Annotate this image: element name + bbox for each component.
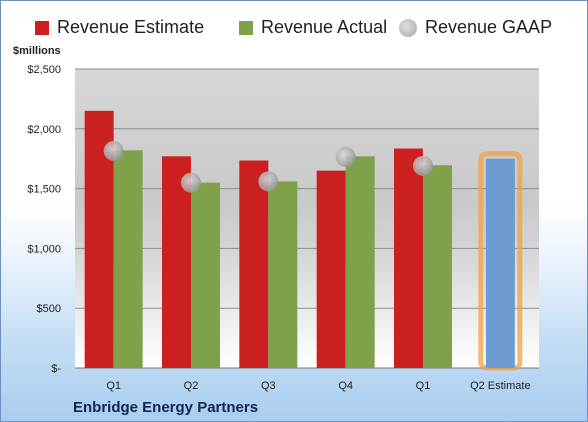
legend-label-estimate: Revenue Estimate (57, 17, 205, 37)
x-tick-label: Q3 (261, 380, 276, 392)
legend-label-actual: Revenue Actual (261, 17, 388, 37)
legend-swatch-actual (239, 20, 253, 35)
bar-revenue-estimate (162, 156, 191, 368)
legend-item-revenue-estimate: Revenue Estimate (35, 17, 204, 38)
legend-item-revenue-gaap: Revenue GAAP (399, 17, 552, 38)
bar-revenue-estimate (394, 148, 423, 368)
unit-label: $millions (13, 45, 61, 57)
y-tick-label: $1,500 (27, 184, 61, 196)
point-revenue-gaap (413, 155, 433, 176)
bar-revenue-actual (268, 181, 298, 368)
plot-area (75, 69, 539, 368)
x-tick-label: Q1 (416, 380, 431, 392)
y-tick-label: $500 (37, 303, 61, 315)
point-revenue-gaap (103, 140, 124, 161)
x-tick-label: Q2 Estimate (470, 380, 531, 392)
bar-revenue-estimate (316, 170, 346, 368)
y-tick-label: $2,500 (27, 64, 61, 76)
x-tick-label: Q1 (106, 380, 121, 392)
y-tick-label: $- (51, 363, 61, 375)
company-name: Enbridge Energy Partners (73, 399, 259, 416)
point-revenue-gaap (335, 146, 356, 167)
x-tick-label: Q4 (338, 380, 353, 392)
bar-revenue-actual (423, 165, 452, 368)
point-revenue-gaap (258, 171, 279, 192)
x-tick-label: Q2 (184, 380, 199, 392)
y-tick-label: $1,000 (27, 243, 61, 255)
bars (84, 110, 523, 371)
bar-revenue-actual (345, 156, 375, 368)
bar-revenue-actual (113, 150, 143, 368)
legend-swatch-gaap (399, 18, 417, 37)
grid-lines (75, 68, 539, 369)
point-revenue-gaap (181, 172, 201, 193)
axis-ticks: $- $500 $1,000 $1,500 $2,000 $2,500 Q1 Q2 Q3 Q4 Q1… (27, 64, 530, 392)
y-tick-label: $2,000 (27, 124, 61, 136)
legend-item-revenue-actual: Revenue Actual (239, 17, 387, 38)
bar-revenue-actual (191, 182, 220, 368)
legend-swatch-estimate (35, 20, 49, 35)
bar-q2-estimate (485, 158, 515, 368)
bar-revenue-estimate (239, 160, 269, 368)
legend-label-gaap: Revenue GAAP (425, 17, 553, 37)
